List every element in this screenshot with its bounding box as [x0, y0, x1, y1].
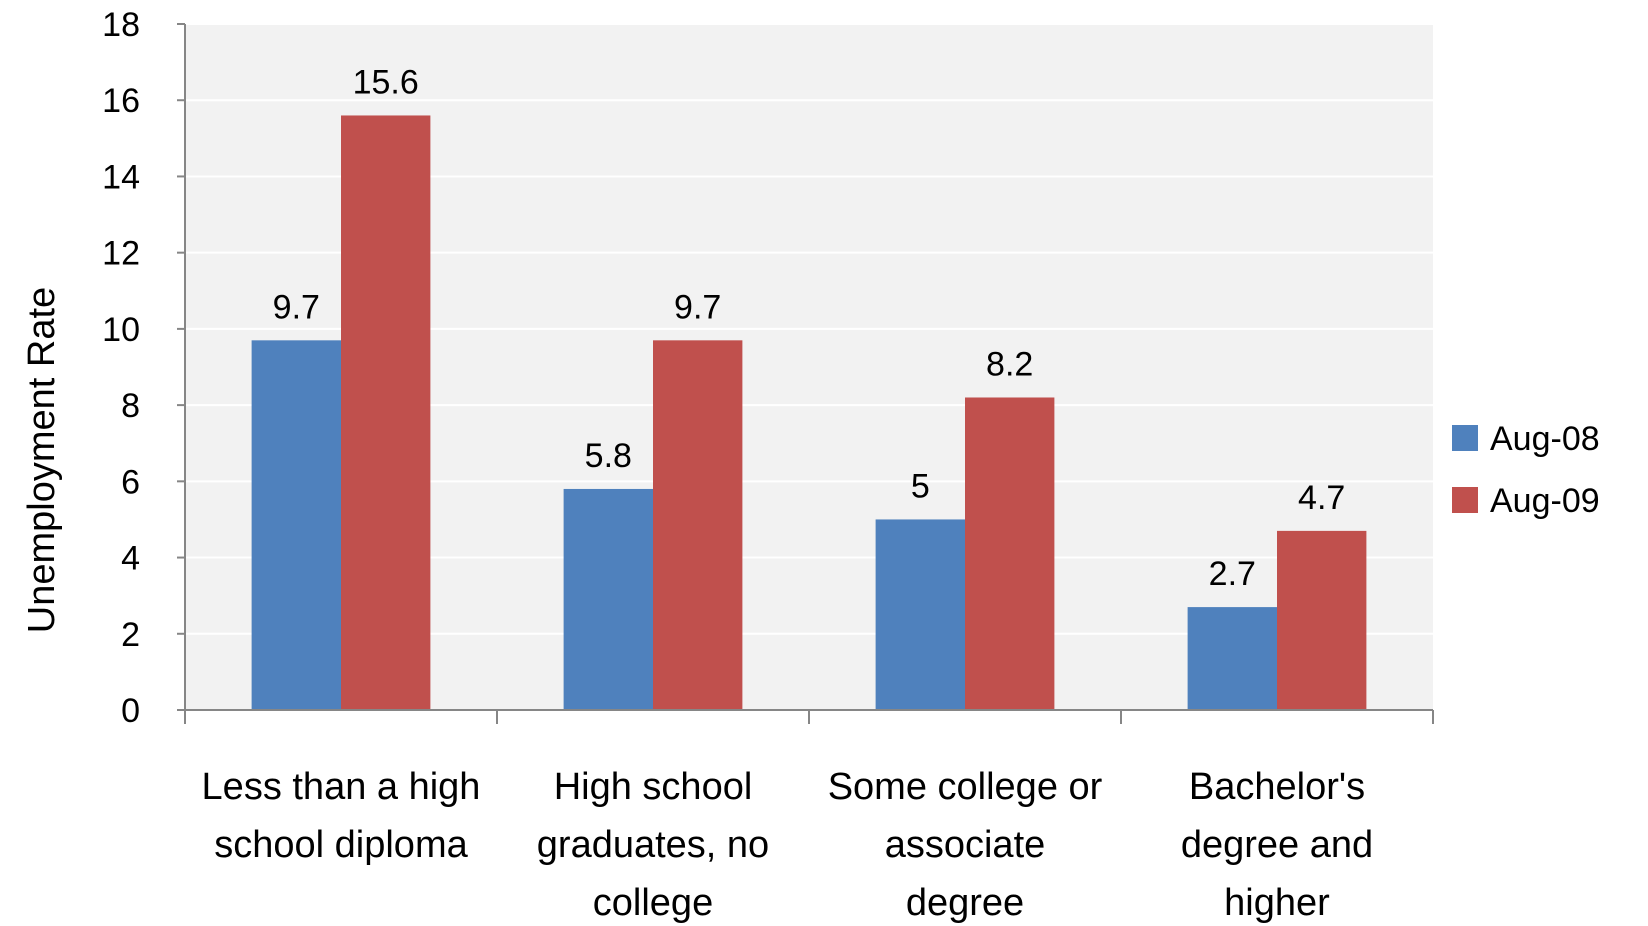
- y-tick-label: 8: [121, 387, 140, 425]
- bar-aug-08-3: [1187, 607, 1277, 710]
- category-label-line: Less than a high: [202, 766, 481, 808]
- data-label: 4.7: [1298, 479, 1345, 517]
- category-label-line: associate: [885, 824, 1046, 866]
- legend-label: Aug-08: [1490, 420, 1600, 458]
- bar-aug-09-0: [341, 115, 431, 710]
- category-label-line: college: [593, 882, 713, 924]
- category-label-line: Some college or: [828, 766, 1103, 808]
- data-label: 9.7: [273, 288, 320, 326]
- data-label: 2.7: [1209, 555, 1256, 593]
- bar-aug-09-2: [965, 397, 1055, 710]
- category-label-line: High school: [554, 766, 753, 808]
- y-tick-label: 10: [102, 311, 140, 349]
- category-label: Less than a high school diploma: [202, 766, 481, 866]
- bar-aug-09-1: [653, 340, 743, 710]
- data-label: 5: [911, 467, 930, 505]
- y-tick-label: 16: [102, 82, 140, 120]
- category-labels: Less than a high school diploma High schoo…: [202, 766, 1374, 924]
- y-tick-label: 12: [102, 235, 140, 273]
- data-label: 9.7: [674, 288, 721, 326]
- category-label-line: degree: [906, 882, 1024, 924]
- category-label-line: graduates, no: [537, 824, 769, 866]
- y-tick-labels: 0 2 4 6 8 10 12 14 16 18: [102, 6, 140, 730]
- bar-aug-08-0: [251, 340, 341, 710]
- legend-swatch: [1452, 425, 1478, 451]
- y-tick-label: 2: [121, 616, 140, 654]
- axes: [177, 23, 1434, 724]
- bar-aug-08-2: [875, 519, 965, 710]
- category-label-line: school diploma: [214, 824, 468, 866]
- category-label-line: Bachelor's: [1189, 766, 1365, 808]
- legend-swatch: [1452, 487, 1478, 513]
- bar-aug-09-3: [1277, 530, 1367, 710]
- legend-label: Aug-09: [1490, 482, 1600, 520]
- category-label-line: degree and: [1181, 824, 1373, 866]
- y-axis-title: Unemployment Rate: [21, 287, 63, 633]
- data-label: 8.2: [986, 345, 1033, 383]
- category-label-line: higher: [1224, 882, 1330, 924]
- y-tick-label: 18: [102, 6, 140, 44]
- bars: [251, 115, 1367, 710]
- data-labels: 9.7 5.8 5 2.7 15.6 9.7 8.2 4.7: [273, 63, 1346, 593]
- y-tick-label: 6: [121, 463, 140, 501]
- category-label: Bachelor's degree and higher: [1181, 766, 1373, 924]
- data-label: 5.8: [585, 437, 632, 475]
- category-label: High school graduates, no college: [537, 766, 769, 924]
- data-label: 15.6: [353, 63, 419, 101]
- category-label: Some college or associate degree: [828, 766, 1103, 924]
- bar-aug-08-1: [563, 488, 653, 710]
- y-tick-label: 4: [121, 540, 140, 578]
- legend: Aug-08 Aug-09: [1452, 420, 1600, 520]
- y-tick-label: 14: [102, 158, 140, 196]
- y-tick-label: 0: [121, 692, 140, 730]
